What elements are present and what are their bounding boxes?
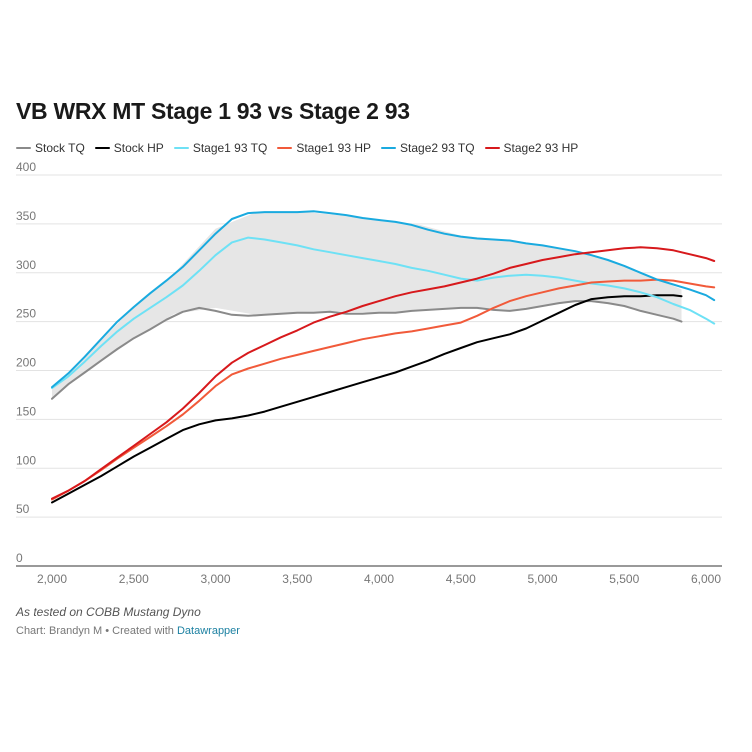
legend-label: Stock HP	[113, 141, 164, 155]
series-line-stage2-93-hp	[51, 246, 716, 500]
y-tick-label: 0	[16, 551, 23, 565]
series-line-stage2-93-tq	[51, 210, 716, 389]
legend-item: Stock TQ	[16, 141, 85, 155]
x-tick-label: 3,000	[200, 572, 230, 586]
x-tick-label: 5,000	[527, 572, 557, 586]
y-tick-label: 200	[16, 356, 36, 370]
y-tick-label: 300	[16, 258, 36, 272]
y-tick-label: 150	[16, 404, 36, 418]
chart-note: As tested on COBB Mustang Dyno	[16, 605, 201, 619]
chart-title: VB WRX MT Stage 1 93 vs Stage 2 93	[16, 98, 410, 124]
x-tick-label: 3,500	[282, 572, 312, 586]
x-tick-label: 2,500	[119, 572, 149, 586]
legend-item: Stage2 93 HP	[484, 141, 579, 155]
y-tick-label: 100	[16, 453, 36, 467]
x-tick-label: 2,000	[37, 572, 67, 586]
legend-label: Stage1 93 TQ	[192, 141, 268, 155]
legend-label: Stage2 93 HP	[503, 141, 579, 155]
series-line-stock-hp	[51, 294, 683, 504]
x-tick-label: 4,000	[364, 572, 394, 586]
legend-item: Stage1 93 TQ	[173, 141, 268, 155]
chart-credit: Chart: Brandyn M • Created with Datawrap…	[16, 625, 240, 637]
x-tick-label: 5,500	[609, 572, 639, 586]
y-tick-label: 400	[16, 160, 36, 174]
y-tick-label: 50	[16, 502, 30, 516]
legend-swatch	[484, 147, 500, 149]
chart-plot: 0 50 100 150 200 250 300 350 400 2,000 2,500 3,000 3…	[16, 160, 722, 586]
series-line-stage1-93-hp	[51, 278, 716, 501]
x-tick-label: 6,000	[691, 572, 721, 586]
legend-swatch	[173, 147, 189, 149]
y-tick-label: 350	[16, 209, 36, 223]
legend-label: Stage2 93 TQ	[400, 141, 475, 155]
y-tick-label: 250	[16, 307, 36, 321]
legend-swatch	[94, 147, 110, 149]
legend-label: Stage1 93 HP	[296, 141, 372, 155]
legend-label: Stock TQ	[35, 141, 85, 155]
legend-item: Stage1 93 HP	[277, 141, 371, 155]
legend-swatch	[16, 147, 31, 149]
legend-swatch	[277, 147, 293, 149]
x-tick-label: 4,500	[446, 572, 476, 586]
chart-legend: Stock TQ Stock HP Stage1 93 TQ Stage1 93 HP…	[16, 140, 588, 156]
datawrapper-link[interactable]: Datawrapper	[176, 625, 240, 637]
legend-item: Stock HP	[94, 141, 164, 155]
series-line-stage1-93-tq	[51, 236, 716, 390]
credit-text: Chart: Brandyn M • Created with	[16, 625, 177, 637]
legend-swatch	[381, 147, 397, 149]
legend-item: Stage2 93 TQ	[381, 141, 475, 155]
